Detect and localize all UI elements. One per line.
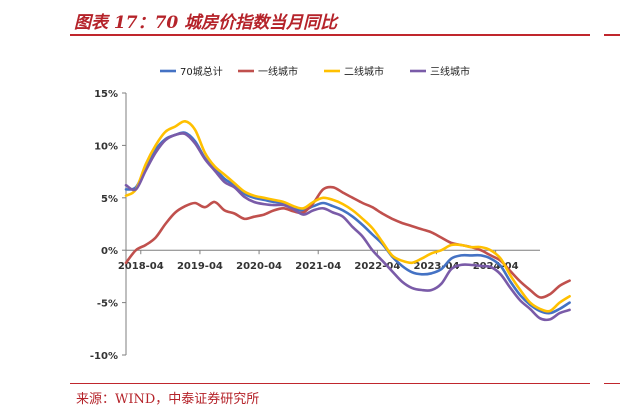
y-tick-label: 10% [94,141,118,152]
y-tick-label: 15% [94,89,118,100]
chart-legend: 70城总计 一线城市 二线城市 三线城市 [160,65,470,78]
x-axis: 2018-04 2019-04 2020-04 2021-04 2022-04 2023-… [118,249,540,272]
title-rule [70,34,590,36]
source-rule [70,383,590,384]
legend-label-3: 二线城市 [344,65,384,78]
title-rule-right [604,34,620,36]
x-tick-label: 2018-04 [118,261,164,272]
source-note: 来源：WIND，中泰证券研究所 [76,392,260,407]
legend-label-2: 一线城市 [258,65,298,78]
x-tick-label: 2019-04 [177,261,223,272]
legend-label-1: 70城总计 [180,65,223,78]
y-tick-label: 0% [101,246,118,257]
legend-label-4: 三线城市 [430,65,470,78]
y-axis: 15% 10% 5% 0% -5% -10% [90,89,127,362]
series-line-4 [124,132,571,322]
x-tick-label: 2024-04 [473,261,519,272]
x-tick-label: 2020-04 [236,261,282,272]
series-line-2 [124,185,571,299]
figure-title: 图表 17：70 城房价指数当月同比 [74,13,338,33]
plot-lines [124,119,571,322]
x-tick-label: 2021-04 [295,261,341,272]
source-rule-right [604,383,620,384]
y-tick-label: 5% [101,194,118,205]
y-tick-label: -10% [90,351,118,362]
series-line-3 [124,119,571,313]
y-tick-label: -5% [97,299,118,310]
x-tick-label: 2022-04 [354,261,400,272]
x-tick-label: 2023-04 [414,261,460,272]
